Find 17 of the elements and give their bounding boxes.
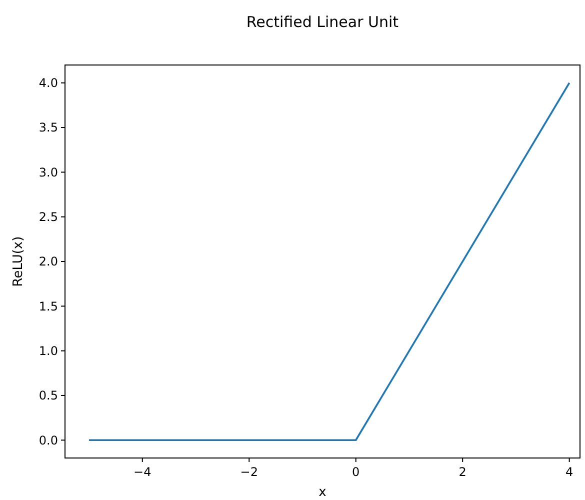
y-tick-label: 0.5 xyxy=(38,388,58,403)
y-tick-label: 1.0 xyxy=(38,344,58,358)
y-axis-title: ReLU(x) xyxy=(11,236,26,287)
y-tick-label: 2.0 xyxy=(38,254,58,269)
x-axis-title: x xyxy=(318,485,327,500)
x-tick-label: 4 xyxy=(566,465,574,479)
y-tick-label: 1.5 xyxy=(38,299,58,314)
y-tick-label: 3.5 xyxy=(38,120,58,135)
y-tick-label: 4.0 xyxy=(38,76,58,90)
y-tick-label: 2.5 xyxy=(38,210,58,224)
x-tick-label: −4 xyxy=(134,465,152,479)
chart-title: Rectified Linear Unit xyxy=(246,13,399,31)
x-tick-label: 2 xyxy=(458,465,466,479)
y-tick-label: 3.0 xyxy=(38,165,58,180)
x-tick-label: −2 xyxy=(240,465,258,479)
x-tick-label: 0 xyxy=(352,465,360,479)
y-tick-label: 0.0 xyxy=(38,433,58,448)
